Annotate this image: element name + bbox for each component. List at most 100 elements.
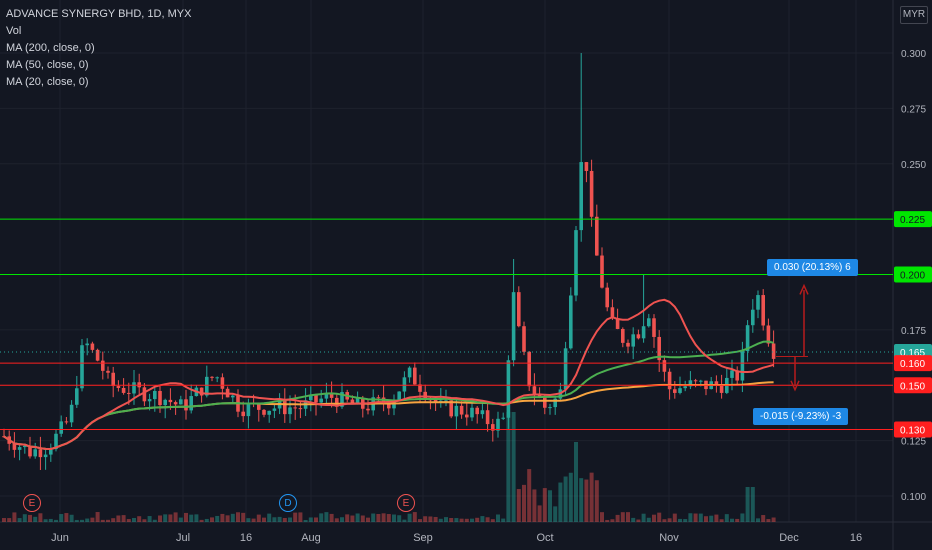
candle-body bbox=[64, 421, 69, 423]
price-axis-label-bg bbox=[894, 377, 932, 394]
volume-bar bbox=[563, 476, 568, 522]
volume-bar bbox=[2, 518, 6, 522]
volume-bar bbox=[724, 514, 729, 522]
volume-bar bbox=[163, 514, 168, 522]
volume-bar bbox=[470, 518, 474, 522]
candle-body bbox=[12, 443, 17, 450]
candle-body bbox=[49, 449, 53, 455]
candle-body bbox=[600, 255, 604, 288]
candle-body bbox=[283, 400, 287, 415]
x-axis-tick-label: 16 bbox=[240, 532, 252, 544]
volume-bar bbox=[407, 513, 412, 522]
volume-bar bbox=[740, 513, 745, 522]
candle-body bbox=[335, 397, 339, 407]
volume-bar bbox=[277, 516, 282, 522]
candle-body bbox=[293, 407, 297, 409]
volume-bar bbox=[412, 512, 417, 522]
candle-body bbox=[511, 292, 516, 361]
candle-body bbox=[532, 386, 537, 395]
volume-bar bbox=[12, 512, 17, 522]
measure-up-label: 0.030 (20.13%) 6 bbox=[767, 259, 858, 276]
x-axis-tick-label: Jun bbox=[51, 532, 69, 544]
candle-body bbox=[111, 372, 115, 387]
y-axis-tick-label: 0.125 bbox=[901, 437, 926, 448]
volume-bar bbox=[178, 517, 183, 522]
volume-bar bbox=[386, 514, 391, 522]
y-axis-tick-label: 0.300 bbox=[901, 49, 926, 60]
candle-body bbox=[158, 390, 162, 406]
volume-bar bbox=[516, 489, 521, 522]
earnings-event-icon[interactable]: E bbox=[397, 494, 415, 512]
volume-bar bbox=[605, 519, 610, 522]
candle-body bbox=[647, 318, 651, 327]
candle-body bbox=[184, 399, 188, 411]
volume-bar bbox=[485, 517, 490, 522]
candle-body bbox=[657, 336, 661, 361]
volume-bar bbox=[464, 518, 469, 522]
currency-button[interactable]: MYR bbox=[900, 6, 928, 24]
volume-bar bbox=[646, 517, 651, 522]
volume-bar bbox=[594, 480, 599, 522]
candle-body bbox=[80, 345, 84, 389]
volume-bar bbox=[33, 516, 38, 522]
volume-bar bbox=[345, 514, 350, 522]
volume-bar bbox=[111, 518, 116, 522]
candle-body bbox=[693, 380, 698, 382]
volume-bar bbox=[95, 512, 100, 522]
volume-bar bbox=[506, 412, 511, 522]
ma50-line bbox=[3, 340, 774, 451]
volume-bar bbox=[620, 512, 625, 522]
price-axis-label-bg bbox=[894, 421, 932, 438]
y-axis-tick-label: 0.250 bbox=[901, 160, 926, 171]
candle-body bbox=[33, 449, 37, 457]
volume-bar bbox=[693, 513, 698, 522]
candle-body bbox=[220, 377, 225, 389]
candle-body bbox=[522, 326, 526, 352]
volume-bar bbox=[459, 518, 464, 522]
volume-bar bbox=[17, 518, 22, 522]
volume-bar bbox=[293, 512, 298, 522]
earnings-event-icon[interactable]: E bbox=[23, 494, 41, 512]
symbol-title: ADVANCE SYNERGY BHD, 1D, MYX bbox=[6, 8, 192, 20]
volume-bar bbox=[771, 517, 776, 522]
candle-body bbox=[189, 396, 193, 411]
volume-bar bbox=[116, 515, 121, 522]
candle-body bbox=[537, 394, 542, 398]
volume-bar bbox=[236, 512, 240, 522]
candle-body bbox=[163, 399, 167, 406]
candle-body bbox=[121, 387, 126, 393]
candle-body bbox=[761, 295, 765, 326]
candle-body bbox=[626, 342, 630, 347]
volume-bar bbox=[241, 512, 246, 522]
volume-bar bbox=[360, 515, 365, 522]
candle-body bbox=[329, 393, 334, 398]
price-axis-label: 0.225 bbox=[900, 215, 925, 226]
volume-bar bbox=[54, 519, 58, 522]
volume-bar bbox=[147, 516, 152, 522]
candle-body bbox=[584, 162, 589, 171]
candle-body bbox=[418, 384, 422, 392]
volume-bar bbox=[714, 514, 719, 522]
candle-body bbox=[147, 399, 152, 402]
candle-body bbox=[719, 385, 724, 393]
candle-body bbox=[376, 397, 381, 399]
indicator-ma50[interactable]: MA (50, close, 0) bbox=[6, 59, 89, 71]
indicator-vol[interactable]: Vol bbox=[6, 25, 22, 37]
candle-body bbox=[59, 421, 63, 434]
volume-bar bbox=[194, 514, 199, 522]
candle-body bbox=[309, 394, 313, 401]
candle-body bbox=[678, 388, 682, 393]
candle-body bbox=[257, 403, 261, 410]
indicator-ma200[interactable]: MA (200, close, 0) bbox=[6, 42, 95, 54]
volume-bar bbox=[527, 469, 532, 522]
volume-bar bbox=[490, 519, 495, 522]
candle-body bbox=[579, 162, 583, 231]
indicator-ma20[interactable]: MA (20, close, 0) bbox=[6, 76, 89, 88]
x-axis-tick-label: Oct bbox=[536, 532, 553, 544]
dividend-event-icon[interactable]: D bbox=[279, 494, 297, 512]
candle-body bbox=[54, 433, 58, 450]
candle-body bbox=[662, 360, 667, 372]
candle-body bbox=[569, 295, 573, 349]
candle-body bbox=[85, 343, 89, 346]
volume-bar bbox=[64, 513, 69, 522]
